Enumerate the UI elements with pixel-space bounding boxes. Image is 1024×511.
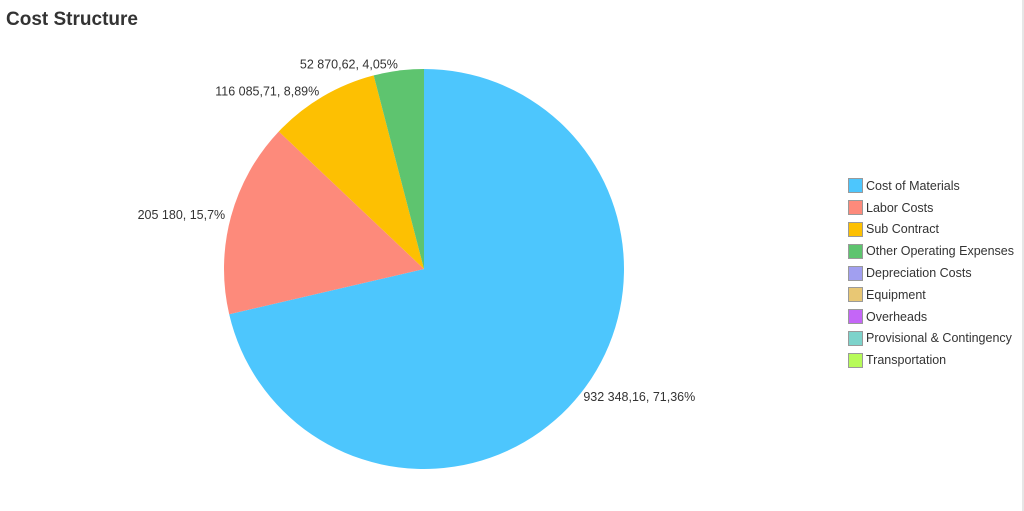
legend-swatch: [848, 352, 863, 368]
chart-title: Cost Structure: [6, 9, 138, 30]
legend-item-cost-of-materials[interactable]: Cost of Materials: [848, 175, 1024, 197]
panel-border: [1022, 0, 1024, 511]
legend-item-overheads[interactable]: Overheads: [848, 306, 1024, 328]
legend-label: Labor Costs: [866, 200, 934, 215]
legend-item-provisional-and-contingency[interactable]: Provisional & Contingency: [848, 328, 1024, 350]
legend-item-other-operating-expenses[interactable]: Other Operating Expenses: [848, 240, 1024, 262]
legend-swatch: [848, 200, 863, 216]
legend-label: Sub Contract: [866, 222, 939, 237]
pie-slice-cost-of-materials[interactable]: [229, 69, 624, 470]
pie-slice-other-operating-expenses[interactable]: [373, 69, 424, 269]
slice-data-label: 116 085,71, 8,89%: [215, 85, 319, 99]
legend-swatch: [848, 178, 863, 194]
legend-label: Cost of Materials: [866, 178, 960, 193]
legend-swatch: [848, 265, 863, 281]
legend-item-transportation[interactable]: Transportation: [848, 349, 1024, 371]
slice-data-label: 52 870,62, 4,05%: [300, 58, 398, 72]
legend-swatch: [848, 287, 863, 303]
pie-slice-sub-contract[interactable]: [278, 75, 424, 269]
legend-label: Depreciation Costs: [866, 266, 972, 281]
legend-swatch: [848, 330, 863, 346]
slice-data-label: 932 348,16, 71,36%: [583, 390, 695, 404]
legend-label: Overheads: [866, 309, 928, 324]
legend-swatch: [848, 309, 863, 325]
legend-item-depreciation-costs[interactable]: Depreciation Costs: [848, 262, 1024, 284]
slice-data-label: 205 180, 15,7%: [138, 208, 226, 222]
legend-label: Provisional & Contingency: [866, 331, 1012, 346]
chart-legend: Cost of Materials Labor Costs Sub Contract…: [848, 175, 1024, 371]
legend-swatch: [848, 243, 863, 259]
legend-label: Other Operating Expenses: [866, 244, 1014, 259]
legend-swatch: [848, 221, 863, 237]
legend-item-sub-contract[interactable]: Sub Contract: [848, 219, 1024, 241]
pie-chart: 932 348,16, 71,36% 205 180, 15,7% 116 085,…: [138, 58, 695, 470]
legend-item-equipment[interactable]: Equipment: [848, 284, 1024, 306]
pie-slice-labor-costs[interactable]: [224, 131, 424, 315]
legend-label: Transportation: [866, 353, 947, 368]
legend-label: Equipment: [866, 287, 926, 302]
legend-item-labor-costs[interactable]: Labor Costs: [848, 197, 1024, 219]
